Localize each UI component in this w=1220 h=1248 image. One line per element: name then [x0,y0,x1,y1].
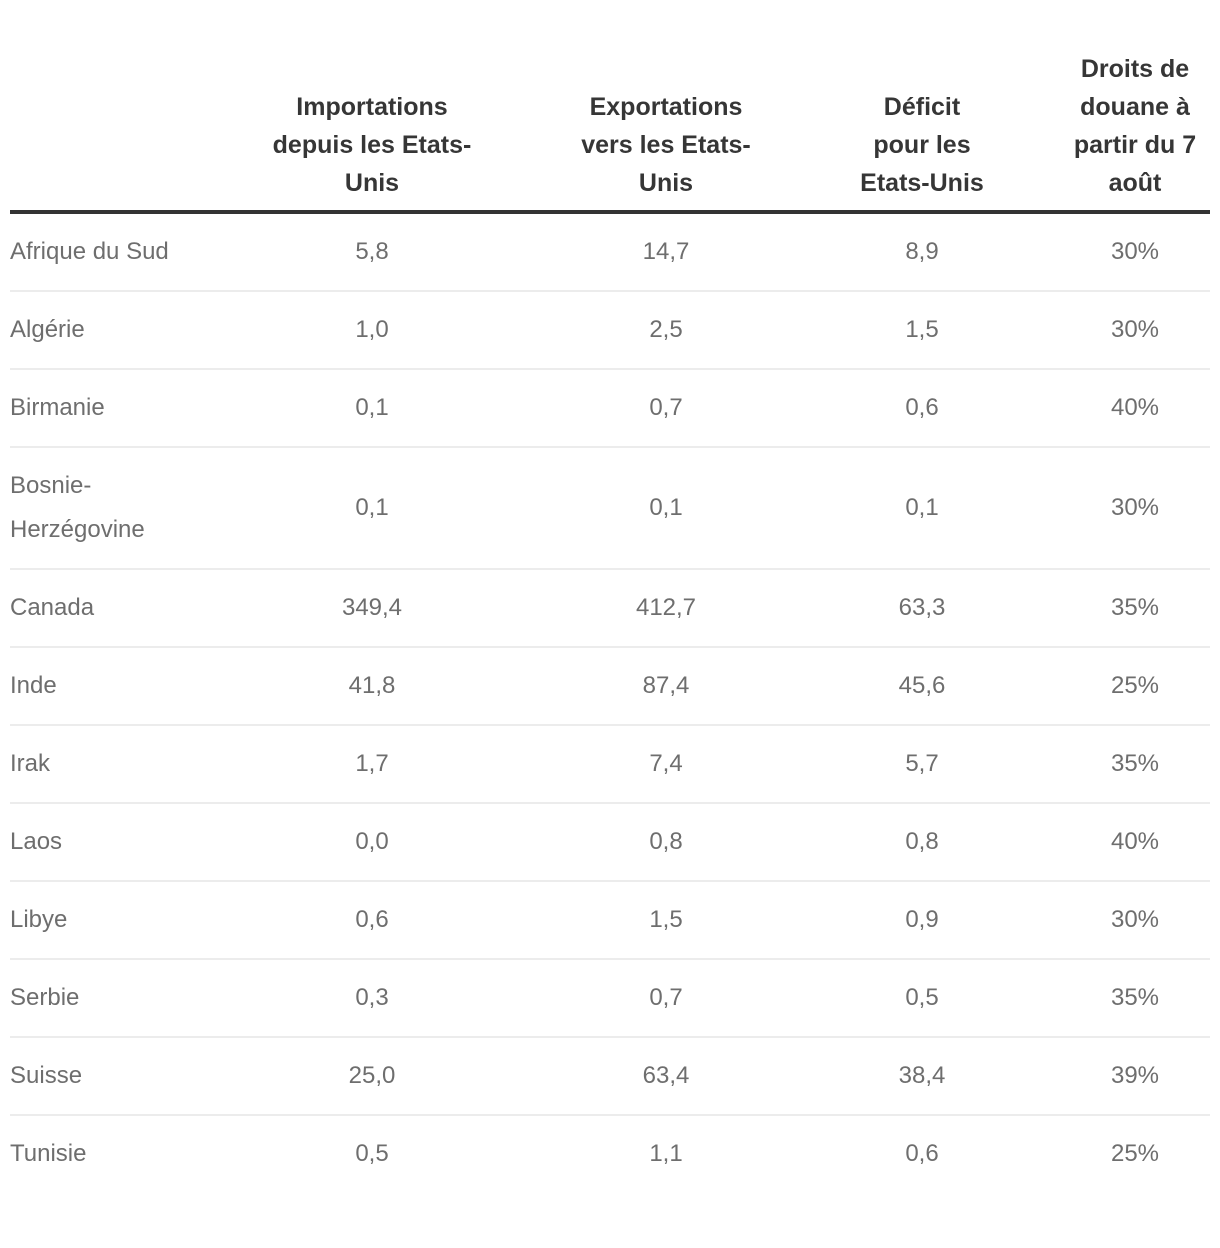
country-cell: Algérie [10,291,196,370]
imports-cell: 0,1 [196,369,548,448]
tariff-cell: 35% [1060,725,1210,804]
exports-cell: 2,5 [548,291,784,370]
trade-table: Importations depuis les Etats- Unis Expo… [10,50,1210,1192]
deficit-cell: 0,9 [784,881,1060,960]
tariff-cell: 35% [1060,569,1210,648]
imports-cell: 0,6 [196,881,548,960]
imports-cell: 0,1 [196,447,548,570]
country-cell: Afrique du Sud [10,212,196,292]
tariff-cell: 30% [1060,212,1210,292]
country-cell: Inde [10,647,196,726]
deficit-cell: 0,5 [784,959,1060,1038]
imports-cell: 41,8 [196,647,548,726]
deficit-cell: 8,9 [784,212,1060,292]
country-cell: Birmanie [10,369,196,448]
exports-cell: 87,4 [548,647,784,726]
exports-cell: 7,4 [548,725,784,804]
exports-cell: 0,7 [548,959,784,1038]
table-row: Tunisie 0,5 1,1 0,6 25% [10,1115,1210,1192]
tariff-cell: 40% [1060,803,1210,882]
deficit-cell: 1,5 [784,291,1060,370]
deficit-cell: 0,1 [784,447,1060,570]
imports-cell: 5,8 [196,212,548,292]
country-cell: Suisse [10,1037,196,1116]
imports-cell: 0,5 [355,1140,389,1167]
imports-cell: 349,4 [196,569,548,648]
corner-header [10,50,196,214]
imports-cell: 0,0 [196,803,548,882]
deficit-cell: 45,6 [784,647,1060,726]
country-cell: Serbie [10,959,196,1038]
country-cell: Bosnie- Herzégovine [10,447,196,570]
table-row: Inde 41,8 87,4 45,6 25% [10,647,1210,726]
tariff-cell: 30% [1060,291,1210,370]
deficit-cell: 63,3 [784,569,1060,648]
tariff-cell: 40% [1060,369,1210,448]
tariff-cell: 35% [1060,959,1210,1038]
table-row: Afrique du Sud 5,8 14,7 8,9 30% [10,212,1210,292]
imports-cell: 25,0 [196,1037,548,1116]
country-cell: Tunisie [10,1140,87,1167]
table-row: Irak 1,7 7,4 5,7 35% [10,725,1210,804]
country-cell: Irak [10,725,196,804]
tariff-cell: 25% [1110,1140,1160,1167]
imports-cell: 0,3 [196,959,548,1038]
exports-cell: 14,7 [548,212,784,292]
table-row: Birmanie 0,1 0,7 0,6 40% [10,369,1210,448]
exports-cell: 0,7 [548,369,784,448]
exports-cell: 0,8 [548,803,784,882]
exports-cell: 1,1 [649,1140,683,1167]
column-header-tariff: Droits de douane à partir du 7 août [1060,50,1210,214]
column-header-exports: Exportations vers les Etats- Unis [548,50,784,214]
deficit-cell: 0,6 [905,1140,939,1167]
country-cell: Canada [10,569,196,648]
table-row: Serbie 0,3 0,7 0,5 35% [10,959,1210,1038]
table-row: Laos 0,0 0,8 0,8 40% [10,803,1210,882]
imports-cell: 1,7 [196,725,548,804]
table-row: Algérie 1,0 2,5 1,5 30% [10,291,1210,370]
country-cell: Libye [10,881,196,960]
exports-cell: 63,4 [548,1037,784,1116]
exports-cell: 0,1 [548,447,784,570]
tariff-cell: 25% [1060,647,1210,726]
table-row: Libye 0,6 1,5 0,9 30% [10,881,1210,960]
tariff-cell: 30% [1060,881,1210,960]
exports-cell: 412,7 [548,569,784,648]
table-header-row: Importations depuis les Etats- Unis Expo… [10,50,1210,214]
tariff-cell: 39% [1060,1037,1210,1116]
table-row: Canada 349,4 412,7 63,3 35% [10,569,1210,648]
exports-cell: 1,5 [548,881,784,960]
deficit-cell: 38,4 [784,1037,1060,1116]
tariff-cell: 30% [1060,447,1210,570]
column-header-deficit: Déficit pour les Etats-Unis [784,50,1060,214]
table-row: Suisse 25,0 63,4 38,4 39% [10,1037,1210,1116]
imports-cell: 1,0 [196,291,548,370]
deficit-cell: 0,8 [784,803,1060,882]
table-row: Bosnie- Herzégovine 0,1 0,1 0,1 30% [10,447,1210,570]
country-cell: Laos [10,803,196,882]
column-header-imports: Importations depuis les Etats- Unis [196,50,548,214]
deficit-cell: 5,7 [784,725,1060,804]
deficit-cell: 0,6 [784,369,1060,448]
